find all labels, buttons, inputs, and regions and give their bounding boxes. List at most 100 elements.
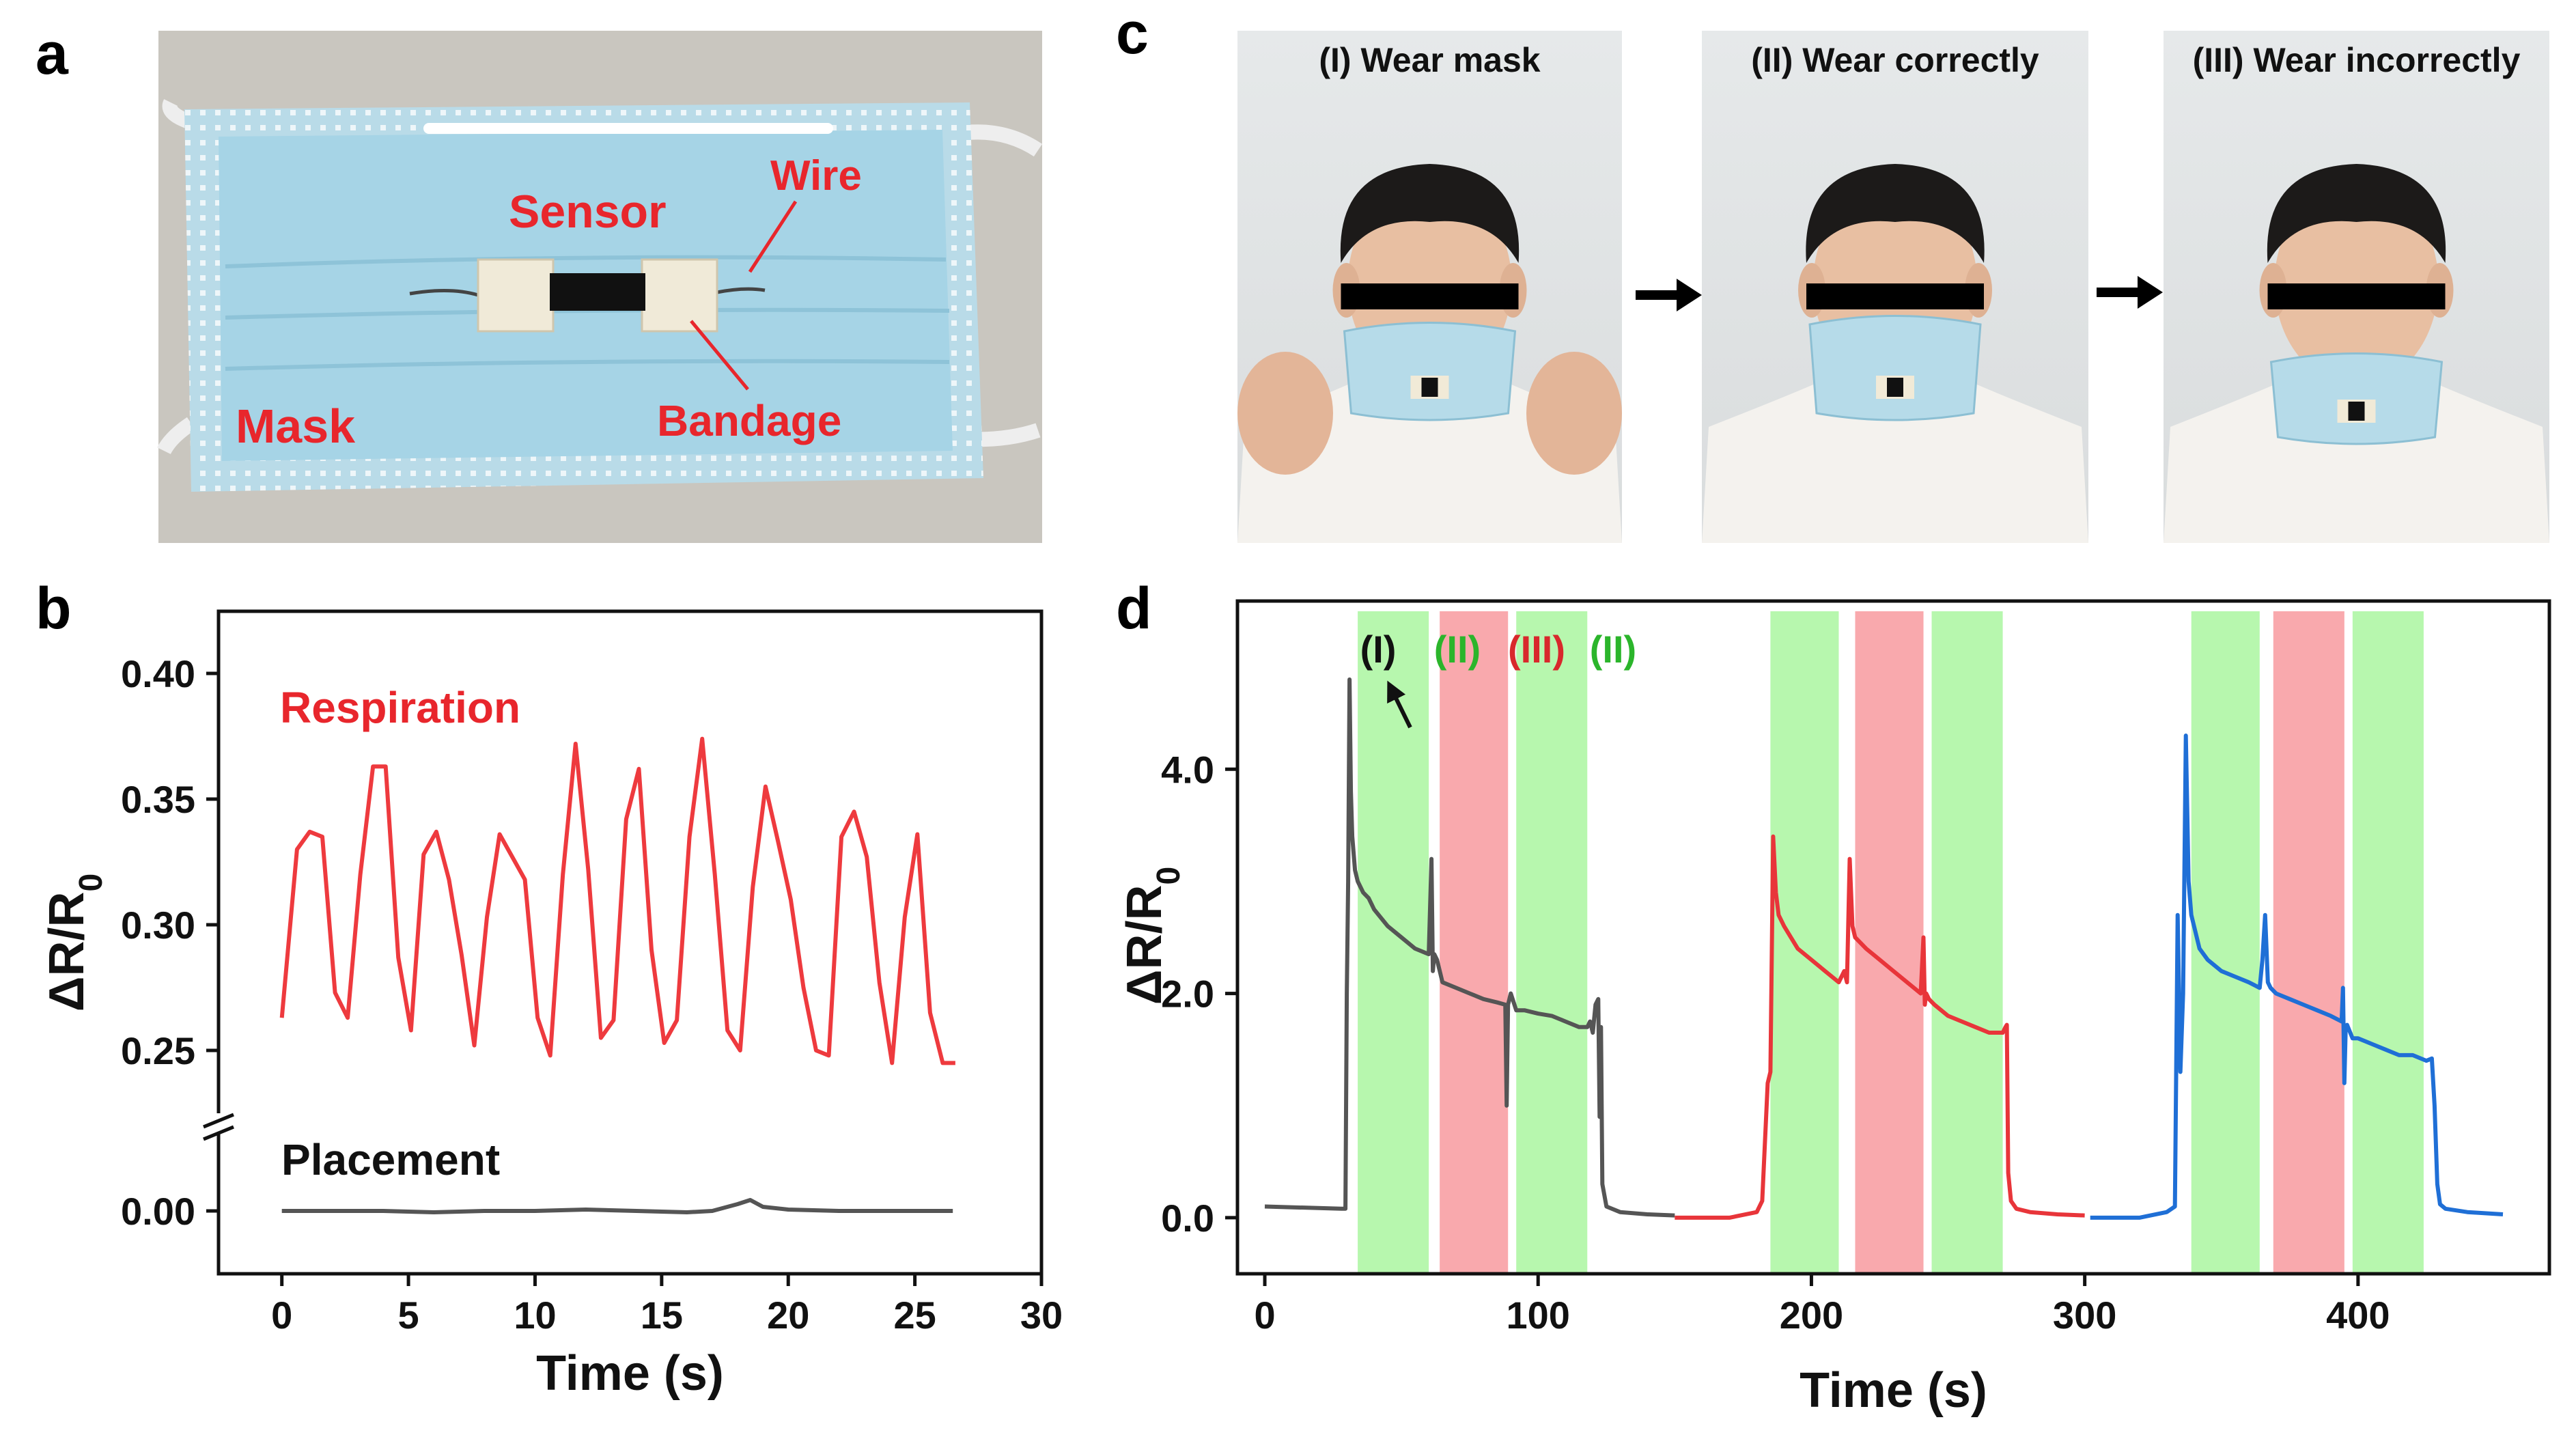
photo-3: (III) Wear incorrectly xyxy=(2164,31,2549,543)
shirt xyxy=(1702,372,2088,543)
panel-a: a Sensor Wire Mask Bandage xyxy=(36,21,1043,543)
state-band xyxy=(1358,611,1429,1274)
shirt xyxy=(2164,372,2549,543)
mask-pleat xyxy=(225,359,950,371)
x-tick-label: 0 xyxy=(1254,1294,1275,1337)
state-band xyxy=(1770,611,1839,1274)
mask-pleat xyxy=(225,307,950,320)
x-tick-label: 300 xyxy=(2053,1294,2116,1337)
x-tick-label: 400 xyxy=(2326,1294,2390,1337)
y-tick-label: 0.30 xyxy=(121,904,195,947)
x-tick-label: 0 xyxy=(271,1294,292,1337)
sensor-wire xyxy=(409,288,479,297)
axis-break-mark xyxy=(203,1125,234,1141)
panel-c: c (I) Wear mask (II) Wear correctly (III) … xyxy=(1116,1,2549,543)
state-annotation: (III) xyxy=(1508,628,1565,671)
panel-letter-d: d xyxy=(1116,576,1152,641)
y-axis-title: ΔR/R0 xyxy=(40,874,109,1012)
y-tick-label: 2.0 xyxy=(1161,973,1214,1016)
privacy-bar xyxy=(1806,283,1984,309)
axis-break-mark xyxy=(203,1113,234,1129)
x-axis-title: Time (s) xyxy=(1800,1363,1987,1418)
panel-letter-b: b xyxy=(36,576,72,641)
x-tick-label: 20 xyxy=(767,1294,809,1337)
series-line-respiration xyxy=(279,736,955,1065)
state-band xyxy=(2352,611,2424,1274)
panel-letter-a: a xyxy=(36,21,69,87)
y-tick-label: 0.40 xyxy=(121,652,195,695)
x-tick-label: 100 xyxy=(1507,1294,1570,1337)
hair xyxy=(2267,164,2446,263)
label-wire: Wire xyxy=(770,152,862,199)
label-bandage: Bandage xyxy=(657,396,841,445)
state-band xyxy=(1440,611,1509,1274)
x-axis-title: Time (s) xyxy=(536,1346,724,1401)
shirt xyxy=(1237,372,1622,543)
x-tick-label: 10 xyxy=(514,1294,556,1337)
y-tick-label: 0.00 xyxy=(121,1190,195,1233)
series-line-cycle-3 xyxy=(2090,734,2504,1220)
y-tick-label: 0.25 xyxy=(121,1029,195,1072)
chart-respiration-placement: 0 5 10 15 20 25 30 0.40 0.35 0.30 0.25 0.00 Respirat… xyxy=(40,609,1063,1401)
sequence-arrow xyxy=(2097,276,2163,309)
panel-b: b 0 5 10 15 20 25 30 0.40 0.35 0.30 0.25 0.00 Respir… xyxy=(36,576,1063,1401)
y-tick-label: 0.0 xyxy=(1161,1197,1214,1240)
bandage-right xyxy=(641,258,718,333)
photo-1: (I) Wear mask xyxy=(1237,31,1622,543)
panel-d: d 0 100 200 300 400 0.0 2.0 4.0 (I) (II) (III) (II)… xyxy=(1116,576,2551,1418)
y-tick-label: 4.0 xyxy=(1161,748,1214,791)
state-annotation: (I) xyxy=(1360,628,1397,671)
bandage-left xyxy=(477,258,555,333)
sequence-arrow xyxy=(1636,279,1702,311)
state-band xyxy=(1516,611,1588,1274)
mask-pleat xyxy=(225,255,947,268)
y-tick-label: 0.35 xyxy=(121,778,195,821)
hair xyxy=(1806,164,1985,263)
hair xyxy=(1340,164,1520,263)
series-label-placement: Placement xyxy=(281,1135,500,1184)
state-band xyxy=(1931,611,2003,1274)
series-line-cycle-1 xyxy=(1264,677,1675,1218)
photo-title: (III) Wear incorrectly xyxy=(2193,41,2521,79)
annotation-arrow xyxy=(1387,680,1412,729)
sensor-strip xyxy=(550,273,645,311)
panel-letter-c: c xyxy=(1116,1,1149,66)
x-tick-label: 30 xyxy=(1020,1294,1063,1337)
face-mask xyxy=(1808,315,1982,421)
wire-pointer xyxy=(748,200,798,273)
series-label-respiration: Respiration xyxy=(280,683,520,732)
mask-sensor xyxy=(2348,402,2365,421)
mask-sensor xyxy=(1421,378,1438,397)
hand-left xyxy=(1237,352,1333,475)
series-line-placement xyxy=(281,1198,953,1214)
face-mask xyxy=(2269,352,2444,445)
bandage-pointer xyxy=(690,320,749,391)
state-band xyxy=(2191,611,2260,1274)
privacy-bar xyxy=(2267,283,2446,309)
chart-wearing-states: 0 100 200 300 400 0.0 2.0 4.0 (I) (II) (III) (II) Ti… xyxy=(1117,599,2551,1418)
state-band xyxy=(2273,611,2344,1274)
mask-photo xyxy=(157,31,1043,543)
x-tick-label: 200 xyxy=(1780,1294,1843,1337)
privacy-bar xyxy=(1341,283,1519,309)
face-mask xyxy=(1343,322,1517,421)
state-annotation: (II) xyxy=(1590,628,1636,671)
label-sensor: Sensor xyxy=(509,186,667,238)
label-mask: Mask xyxy=(236,400,355,453)
x-tick-label: 5 xyxy=(397,1294,419,1337)
x-tick-label: 15 xyxy=(641,1294,683,1337)
photo-title: (II) Wear correctly xyxy=(1751,41,2039,79)
hand-right xyxy=(1526,352,1622,475)
series-line-cycle-2 xyxy=(1675,834,2085,1220)
plot-frame xyxy=(1235,599,2551,1276)
x-tick-label: 25 xyxy=(893,1294,936,1337)
plot-frame xyxy=(216,609,1044,1276)
sensor-wire xyxy=(716,287,766,294)
nose-wire xyxy=(423,123,833,134)
photo-title: (I) Wear mask xyxy=(1319,41,1540,79)
y-axis-title: ΔR/R0 xyxy=(1117,867,1187,1005)
state-band xyxy=(1855,611,1924,1274)
photo-sequence: (I) Wear mask (II) Wear correctly (III) We… xyxy=(1237,31,2549,543)
state-annotation: (II) xyxy=(1434,628,1481,671)
